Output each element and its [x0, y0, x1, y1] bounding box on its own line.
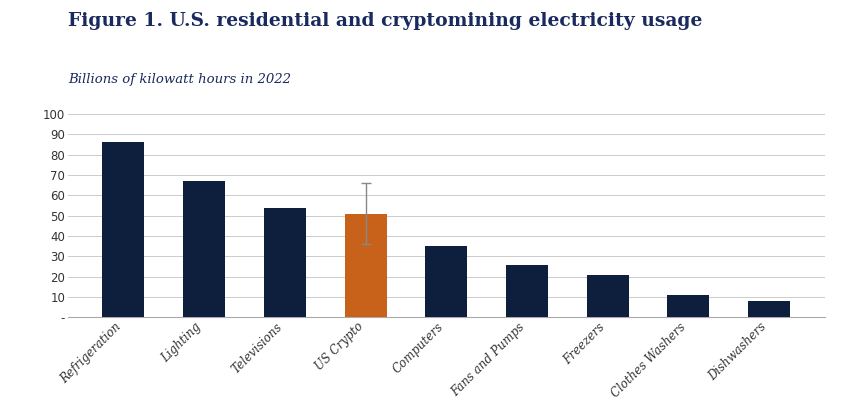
- Bar: [264, 208, 306, 317]
- Bar: [506, 265, 548, 317]
- Bar: [586, 275, 629, 317]
- Bar: [102, 142, 144, 317]
- Bar: [667, 295, 710, 317]
- Bar: [425, 246, 468, 317]
- Text: Billions of kilowatt hours in 2022: Billions of kilowatt hours in 2022: [68, 73, 291, 86]
- Bar: [183, 181, 225, 317]
- Bar: [748, 301, 790, 317]
- Bar: [344, 214, 387, 317]
- Text: Figure 1. U.S. residential and cryptomining electricity usage: Figure 1. U.S. residential and cryptomin…: [68, 12, 702, 30]
